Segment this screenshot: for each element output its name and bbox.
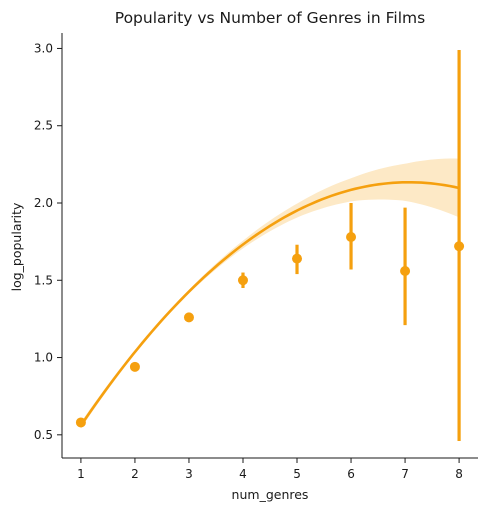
y-tick-label: 3.0 — [34, 41, 53, 55]
point-layer — [75, 232, 465, 428]
confidence-band-layer — [80, 158, 460, 429]
error-bar-layer — [79, 50, 461, 441]
regression-confidence-band — [80, 158, 460, 429]
chart-title: Popularity vs Number of Genres in Films — [115, 9, 425, 27]
x-tick-label: 3 — [185, 467, 193, 481]
y-axis-label: log_popularity — [9, 202, 24, 291]
x-axis-label: num_genres — [232, 487, 309, 502]
data-point-7 — [400, 266, 411, 276]
x-tick-label: 1 — [77, 467, 85, 481]
data-point-1 — [75, 417, 86, 428]
data-point-5 — [292, 253, 303, 264]
x-tick-label: 8 — [455, 467, 463, 481]
data-point-3 — [183, 312, 194, 323]
x-tick-label: 5 — [293, 467, 301, 481]
y-tick-label: 2.0 — [34, 196, 53, 210]
x-tick-label: 7 — [401, 467, 409, 481]
data-point-2 — [129, 361, 140, 372]
regression-curve-layer — [79, 180, 460, 427]
y-tick-label: 1.0 — [34, 351, 53, 365]
data-point-8 — [454, 241, 465, 252]
x-tick-label: 4 — [239, 467, 247, 481]
data-point-6 — [346, 232, 357, 242]
x-tick-label: 2 — [131, 467, 139, 481]
axes-layer: 1 2 3 4 5 6 7 8 0.5 1.0 1.5 2.0 2.5 3.0 — [34, 33, 478, 481]
data-point-4 — [237, 275, 248, 286]
regression-curve — [79, 180, 460, 427]
x-tick-label: 6 — [347, 467, 355, 481]
y-tick-label: 2.5 — [34, 119, 53, 133]
y-tick-label: 0.5 — [34, 428, 53, 442]
y-tick-label: 1.5 — [34, 273, 53, 287]
